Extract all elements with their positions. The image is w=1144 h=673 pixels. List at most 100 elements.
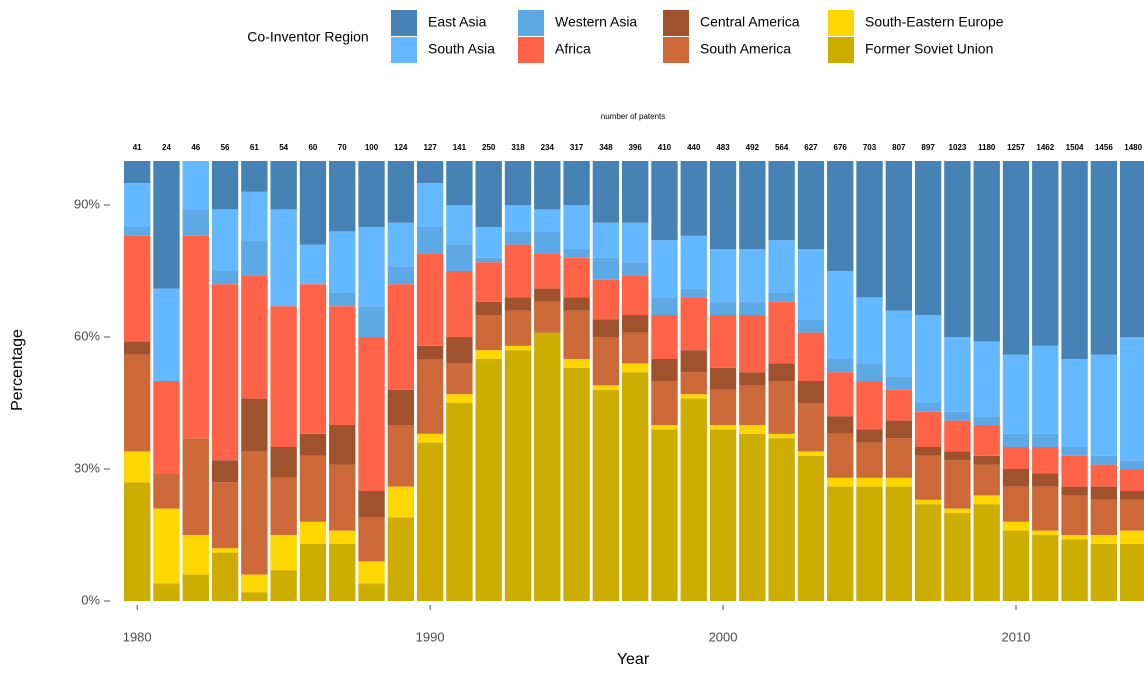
bar-segment (387, 486, 415, 518)
legend-swatch (518, 10, 544, 36)
bar-segment (1002, 521, 1030, 531)
bar-segment (914, 403, 942, 412)
legend-label: Africa (555, 41, 591, 57)
bar-segment (827, 161, 854, 271)
legend-swatch (828, 10, 854, 36)
bar-segment (563, 359, 590, 368)
x-tick-label: 1980 (123, 629, 152, 644)
bar-segment (534, 253, 561, 289)
bar-segment (709, 367, 737, 390)
y-tick-label: 30% (74, 460, 100, 475)
bar-segment (416, 359, 444, 434)
bar-segment (944, 508, 971, 513)
bar-segment (241, 574, 268, 593)
bar-segment (1002, 447, 1030, 469)
bar-segment (329, 543, 356, 601)
bar-segment (299, 455, 327, 522)
bar-segment (621, 372, 649, 601)
count-label: 676 (834, 143, 848, 152)
bar-segment (299, 244, 327, 285)
bar-segment (856, 161, 883, 298)
count-label: 70 (338, 143, 347, 152)
bar-segment (651, 425, 678, 430)
legend-label: South Asia (428, 41, 495, 57)
annotation: number of patents (601, 112, 665, 121)
bar-segment (768, 293, 795, 302)
bar-segment (504, 244, 532, 298)
bar-segment (270, 535, 297, 571)
bar-segment (768, 438, 795, 601)
bar-segment (446, 161, 473, 205)
bar-segment (446, 403, 473, 601)
bar-segment (358, 561, 385, 584)
bar-segment (153, 583, 180, 601)
legend-swatch (391, 10, 417, 36)
bar-segment (973, 416, 1000, 425)
bar-segment (1002, 433, 1030, 447)
bar-segment (211, 552, 239, 601)
bar-segment (124, 451, 151, 483)
bar-segment (475, 257, 502, 263)
bar-segment (914, 504, 942, 601)
bar-segment (475, 301, 502, 315)
bar-segment (211, 482, 239, 549)
bar-segment (182, 161, 209, 210)
bar-segment (182, 574, 209, 601)
bar-segment (563, 161, 590, 205)
count-label: 348 (599, 143, 613, 152)
bar-segment (358, 306, 385, 337)
bar-segment (358, 337, 385, 491)
bar-segment (827, 372, 854, 417)
bar-segment (329, 231, 356, 293)
bar-segment (153, 508, 180, 584)
bar-segment (680, 350, 707, 373)
bar-segment (973, 455, 1000, 465)
bar-segment (1002, 530, 1030, 601)
bar-segment (504, 310, 532, 346)
bar-segment (124, 227, 151, 236)
bar-segment (592, 337, 620, 386)
bar-segment (885, 438, 912, 478)
bar-segment (416, 161, 444, 183)
bar-segment (211, 284, 239, 461)
bar-segment (1032, 161, 1059, 346)
count-label: 41 (133, 143, 142, 152)
bar-segment (153, 381, 180, 474)
bar-segment (387, 517, 415, 601)
legend-title: Co-Inventor Region (247, 29, 368, 45)
bar-segment (1032, 530, 1059, 535)
bar-segment (153, 288, 180, 381)
bar-segment (270, 477, 297, 535)
bar-segment (709, 425, 737, 430)
bar-segment (182, 535, 209, 575)
bar-segment (211, 209, 239, 271)
bar-segment (563, 257, 590, 298)
count-label: 1023 (949, 143, 967, 152)
legend-swatch (518, 37, 544, 63)
bar-segment (651, 429, 678, 601)
count-label: 46 (191, 143, 200, 152)
bar-segment (973, 425, 1000, 456)
count-label: 410 (658, 143, 672, 152)
bar-segment (1090, 543, 1118, 601)
bar-segment (534, 209, 561, 232)
bar-segment (416, 442, 444, 601)
bar-segment (914, 455, 942, 500)
bar-segment (709, 389, 737, 425)
bar-segment (651, 297, 678, 315)
bar-segment (797, 319, 825, 333)
bar-segment (241, 240, 268, 276)
bar-segment (768, 433, 795, 439)
bar-segment (1002, 469, 1030, 487)
bar-segment (1032, 433, 1059, 447)
bar-segment (885, 420, 912, 439)
bar-segment (768, 240, 795, 293)
bar-segment (856, 486, 883, 601)
bar-segment (241, 275, 268, 399)
bar-segment (1119, 469, 1144, 491)
bar-segment (592, 389, 620, 601)
bar-segment (241, 592, 268, 601)
bar-segment (1090, 486, 1118, 500)
count-label: 1480 (1124, 143, 1142, 152)
bar-segment (1032, 447, 1059, 474)
